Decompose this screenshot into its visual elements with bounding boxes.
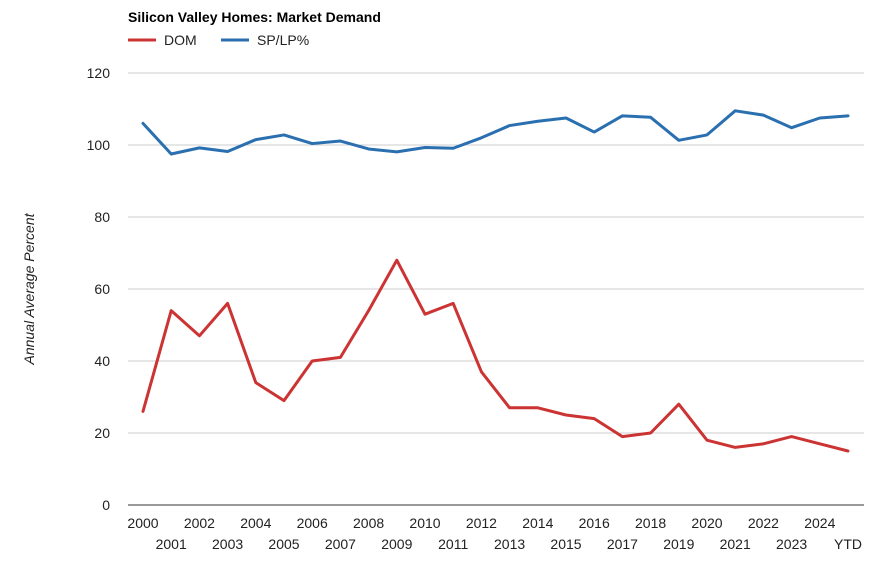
chart-series xyxy=(141,109,850,453)
x-tick-label: 2014 xyxy=(522,515,553,531)
legend-item: SP/LP% xyxy=(221,32,309,48)
x-tick-label: 2007 xyxy=(325,536,356,552)
y-tick-label: 40 xyxy=(94,353,110,369)
x-tick-label: 2024 xyxy=(804,515,835,531)
y-axis-title: Annual Average Percent xyxy=(21,212,37,365)
x-tick-label: 2021 xyxy=(720,536,751,552)
x-tick-label: 2005 xyxy=(268,536,299,552)
x-tick-label: 2001 xyxy=(156,536,187,552)
chart-legend: DOM SP/LP% xyxy=(128,32,309,48)
chart-title: Silicon Valley Homes: Market Demand xyxy=(128,9,381,25)
x-tick-label: 2016 xyxy=(579,515,610,531)
x-tick-label: 2011 xyxy=(438,536,468,552)
x-tick-label: 2000 xyxy=(127,515,158,531)
x-tick-label: 2017 xyxy=(607,536,638,552)
series-line xyxy=(141,109,850,156)
series-dom xyxy=(141,258,850,453)
x-tick-label: 2012 xyxy=(466,515,497,531)
series-line xyxy=(141,258,850,453)
x-tick-label: 2023 xyxy=(776,536,807,552)
x-tick-label: 2019 xyxy=(663,536,694,552)
series-sp-lp xyxy=(141,109,850,156)
y-tick-label: 60 xyxy=(94,281,110,297)
x-tick-label: 2010 xyxy=(409,515,440,531)
y-tick-label: 80 xyxy=(94,209,110,225)
x-tick-label: 2004 xyxy=(240,515,271,531)
x-tick-label: 2018 xyxy=(635,515,666,531)
x-tick-label: 2008 xyxy=(353,515,384,531)
x-tick-label: YTD xyxy=(834,536,862,552)
y-tick-label: 120 xyxy=(87,65,111,81)
legend-label: DOM xyxy=(164,32,197,48)
legend-label: SP/LP% xyxy=(257,32,309,48)
x-tick-label: 2006 xyxy=(297,515,328,531)
x-tick-label: 2002 xyxy=(184,515,215,531)
y-tick-label: 20 xyxy=(94,425,110,441)
x-axis-tick-labels: 2000 2001 2002 2003 2004 2005 2006 2007 2008 2009… xyxy=(127,515,862,552)
y-tick-label: 0 xyxy=(102,497,110,513)
x-tick-label: 2009 xyxy=(381,536,412,552)
y-axis-tick-labels: 0 20 40 60 80 100 120 xyxy=(87,65,111,513)
x-tick-label: 2020 xyxy=(691,515,722,531)
x-tick-label: 2015 xyxy=(550,536,581,552)
x-tick-label: 2013 xyxy=(494,536,525,552)
legend-item: DOM xyxy=(128,32,197,48)
y-tick-label: 100 xyxy=(87,137,111,153)
x-tick-label: 2022 xyxy=(748,515,779,531)
chart-gridlines xyxy=(128,72,864,506)
x-tick-label: 2003 xyxy=(212,536,243,552)
